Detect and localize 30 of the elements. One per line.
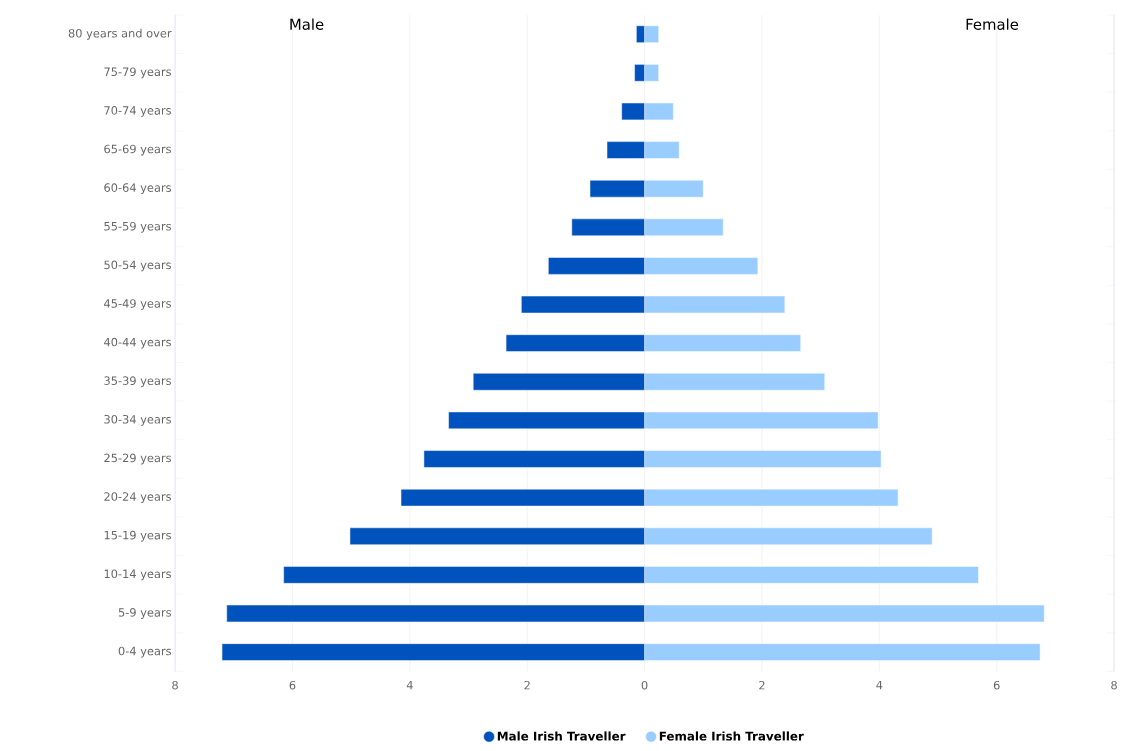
- y-tick-label: 0-4 years: [118, 646, 171, 658]
- y-tick-label: 25-29 years: [104, 453, 171, 465]
- x-tick-label: 4: [406, 680, 413, 690]
- y-tick-label: 40-44 years: [104, 337, 171, 349]
- x-tick-label: 8: [1111, 680, 1117, 690]
- legend-label: Male Irish Traveller: [497, 731, 626, 741]
- y-tick-label: 65-69 years: [104, 144, 171, 156]
- x-tick-label: 6: [993, 680, 1000, 690]
- legend-label: Female Irish Traveller: [659, 731, 804, 741]
- y-tick-label: 35-39 years: [104, 376, 171, 388]
- y-tick-label: 10-14 years: [104, 569, 171, 581]
- x-tick-label: 2: [759, 680, 765, 690]
- y-tick-label: 70-74 years: [104, 106, 171, 117]
- x-tick-label: 8: [172, 680, 178, 690]
- y-tick-label: 30-34 years: [104, 414, 171, 426]
- x-tick-label: 0: [641, 680, 648, 690]
- x-tick-label: 2: [524, 680, 530, 690]
- annotation: Female: [966, 18, 1019, 30]
- y-tick-label: 50-54 years: [104, 260, 171, 272]
- y-tick-label: 20-24 years: [104, 492, 171, 504]
- y-tick-label: 80 years and over: [68, 28, 172, 40]
- x-tick-label: 6: [289, 680, 296, 690]
- y-tick-label: 55-59 years: [104, 221, 171, 233]
- y-tick-label: 5-9 years: [118, 608, 171, 619]
- y-tick-label: 60-64 years: [104, 183, 171, 195]
- y-tick-label: 45-49 years: [104, 299, 171, 310]
- y-tick-label: 75-79 years: [104, 67, 171, 79]
- y-tick-label: 15-19 years: [104, 530, 171, 542]
- annotation: Male: [290, 18, 324, 30]
- x-tick-label: 4: [876, 680, 883, 690]
